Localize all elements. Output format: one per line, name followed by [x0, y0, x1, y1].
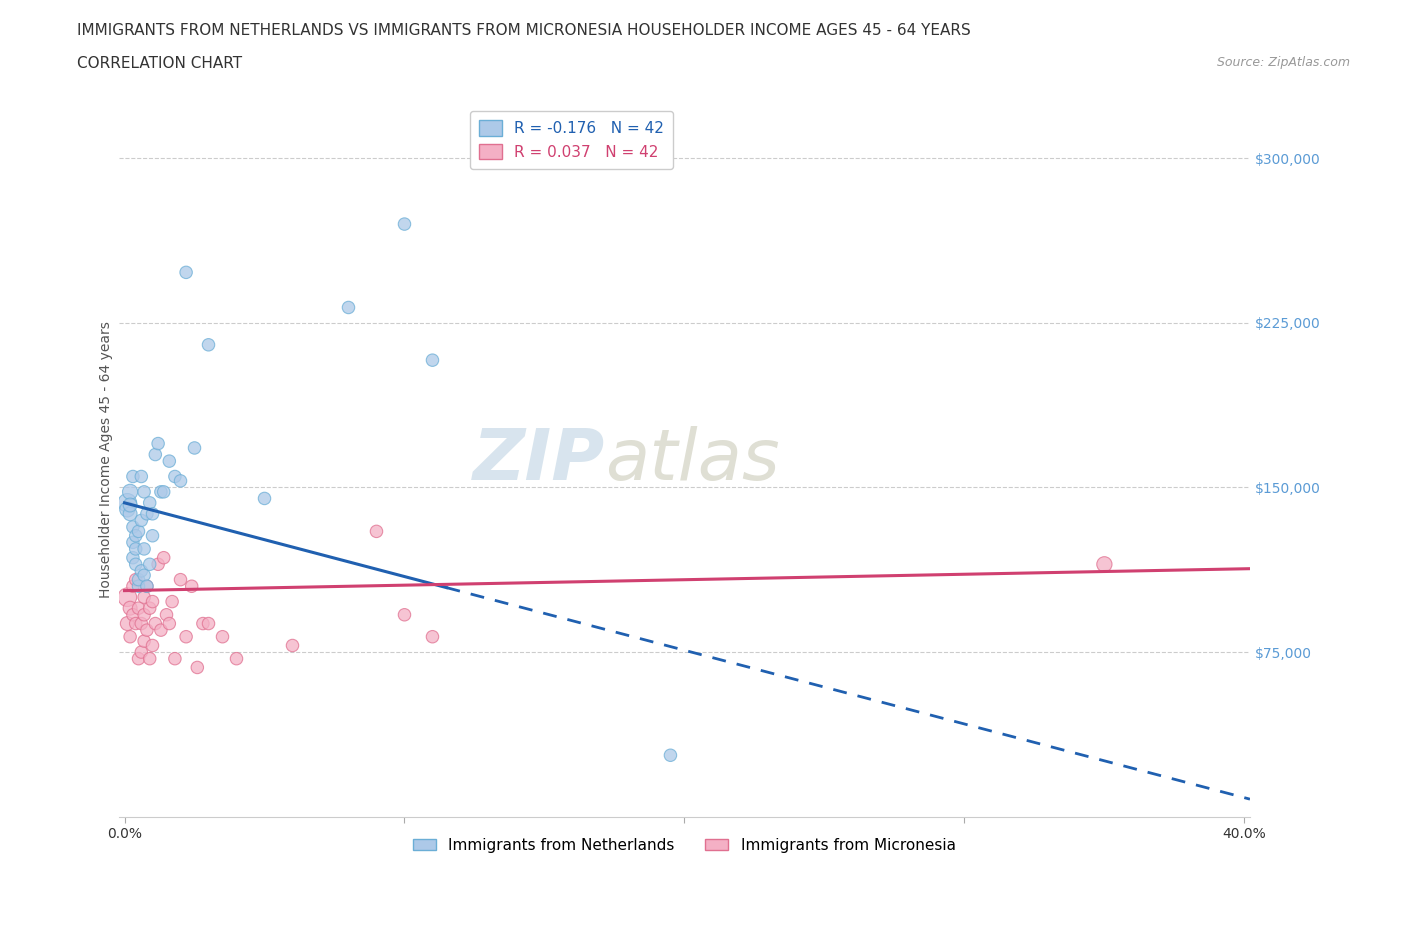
Y-axis label: Householder Income Ages 45 - 64 years: Householder Income Ages 45 - 64 years — [100, 322, 114, 599]
Point — [163, 651, 186, 666]
Text: IMMIGRANTS FROM NETHERLANDS VS IMMIGRANTS FROM MICRONESIA HOUSEHOLDER INCOME AGE: IMMIGRANTS FROM NETHERLANDS VS IMMIGRANT… — [77, 23, 972, 38]
Point — [132, 485, 155, 499]
Point — [117, 590, 139, 604]
Point — [366, 524, 388, 538]
Point — [138, 496, 160, 511]
Point — [117, 496, 139, 511]
Point — [128, 578, 150, 593]
Point — [117, 502, 139, 517]
Point — [149, 485, 172, 499]
Point — [422, 352, 444, 367]
Point — [128, 572, 150, 587]
Point — [1092, 557, 1115, 572]
Point — [135, 578, 157, 593]
Point — [122, 551, 145, 565]
Point — [120, 485, 142, 499]
Point — [191, 616, 214, 631]
Point — [211, 630, 233, 644]
Point — [138, 651, 160, 666]
Point — [125, 572, 148, 587]
Legend: Immigrants from Netherlands, Immigrants from Micronesia: Immigrants from Netherlands, Immigrants … — [408, 831, 962, 859]
Point — [120, 601, 142, 616]
Point — [125, 616, 148, 631]
Point — [122, 469, 145, 484]
Point — [183, 441, 205, 456]
Point — [131, 564, 153, 578]
Point — [174, 630, 197, 644]
Point — [131, 469, 153, 484]
Point — [146, 557, 169, 572]
Point — [125, 528, 148, 543]
Point — [281, 638, 304, 653]
Point — [132, 541, 155, 556]
Text: Source: ZipAtlas.com: Source: ZipAtlas.com — [1216, 56, 1350, 69]
Point — [122, 607, 145, 622]
Point — [143, 447, 166, 462]
Point — [394, 217, 416, 232]
Point — [149, 623, 172, 638]
Point — [180, 578, 202, 593]
Text: CORRELATION CHART: CORRELATION CHART — [77, 56, 242, 71]
Point — [138, 557, 160, 572]
Point — [169, 572, 191, 587]
Point — [186, 660, 208, 675]
Point — [225, 651, 247, 666]
Point — [120, 506, 142, 521]
Point — [155, 607, 177, 622]
Point — [135, 578, 157, 593]
Point — [141, 506, 163, 521]
Point — [131, 616, 153, 631]
Point — [163, 469, 186, 484]
Point — [152, 485, 174, 499]
Point — [132, 607, 155, 622]
Point — [128, 524, 150, 538]
Point — [120, 630, 142, 644]
Point — [146, 436, 169, 451]
Point — [160, 594, 183, 609]
Point — [197, 616, 219, 631]
Point — [135, 506, 157, 521]
Point — [422, 630, 444, 644]
Point — [125, 557, 148, 572]
Point — [125, 541, 148, 556]
Point — [122, 535, 145, 550]
Point — [132, 590, 155, 604]
Point — [394, 607, 416, 622]
Point — [132, 633, 155, 648]
Point — [122, 578, 145, 593]
Point — [131, 513, 153, 528]
Point — [141, 638, 163, 653]
Point — [138, 601, 160, 616]
Point — [157, 454, 180, 469]
Point — [120, 498, 142, 512]
Point — [174, 265, 197, 280]
Point — [128, 601, 150, 616]
Point — [128, 651, 150, 666]
Point — [143, 616, 166, 631]
Point — [659, 748, 682, 763]
Text: ZIP: ZIP — [472, 426, 605, 495]
Point — [197, 338, 219, 352]
Point — [135, 623, 157, 638]
Point — [131, 644, 153, 659]
Point — [337, 300, 360, 315]
Point — [157, 616, 180, 631]
Point — [132, 568, 155, 583]
Point — [141, 528, 163, 543]
Point — [117, 616, 139, 631]
Point — [152, 551, 174, 565]
Text: atlas: atlas — [605, 426, 780, 495]
Point — [169, 473, 191, 488]
Point — [141, 594, 163, 609]
Point — [122, 520, 145, 535]
Point — [253, 491, 276, 506]
